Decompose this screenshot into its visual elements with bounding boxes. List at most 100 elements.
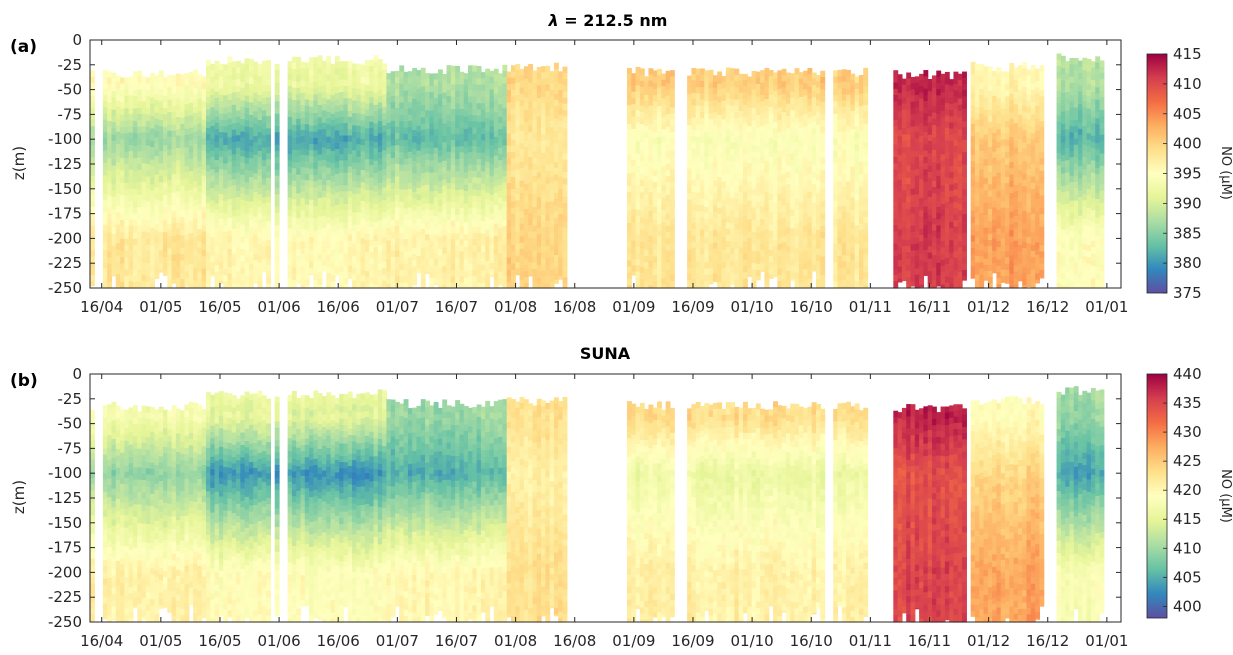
heatmap-cell bbox=[687, 137, 693, 145]
heatmap-cell bbox=[197, 111, 203, 119]
heatmap-cell bbox=[700, 186, 705, 194]
heatmap-cell bbox=[626, 254, 632, 261]
heatmap-cell bbox=[309, 174, 314, 182]
heatmap-cell bbox=[120, 151, 125, 159]
heatmap-cell bbox=[231, 179, 237, 186]
heatmap-cell bbox=[132, 251, 138, 258]
heatmap-cell bbox=[364, 208, 370, 216]
heatmap-cell bbox=[326, 211, 332, 218]
heatmap-cell bbox=[536, 283, 542, 289]
heatmap-cell bbox=[352, 94, 357, 102]
heatmap-cell bbox=[107, 114, 113, 122]
heatmap-cell bbox=[175, 197, 181, 205]
heatmap-cell bbox=[115, 212, 121, 220]
heatmap-cell bbox=[197, 247, 203, 255]
heatmap-cell bbox=[261, 116, 267, 124]
heatmap-cell bbox=[115, 113, 121, 120]
heatmap-cell bbox=[777, 219, 783, 226]
heatmap-cell bbox=[309, 94, 314, 102]
heatmap-cell bbox=[712, 124, 718, 132]
heatmap-cell bbox=[639, 161, 645, 169]
heatmap-cell bbox=[648, 124, 654, 131]
heatmap-cell bbox=[721, 249, 727, 257]
heatmap-cell bbox=[399, 152, 405, 159]
heatmap-cell bbox=[442, 80, 448, 87]
heatmap-cell bbox=[691, 191, 697, 199]
heatmap-cell bbox=[459, 208, 465, 215]
heatmap-cell bbox=[128, 163, 134, 171]
heatmap-cell bbox=[274, 212, 280, 220]
heatmap-cell bbox=[163, 114, 168, 122]
heatmap-cell bbox=[519, 279, 525, 287]
heatmap-cell bbox=[644, 187, 650, 195]
heatmap-cell bbox=[214, 166, 220, 174]
heatmap-cell bbox=[553, 87, 559, 95]
heatmap-cell bbox=[558, 164, 564, 172]
heatmap-cell bbox=[687, 94, 693, 102]
heatmap-cell bbox=[734, 74, 740, 82]
heatmap-cell bbox=[124, 275, 130, 283]
heatmap-cell bbox=[412, 173, 418, 181]
heatmap-cell bbox=[356, 100, 362, 108]
heatmap-cell bbox=[721, 94, 727, 102]
heatmap-cell bbox=[102, 69, 108, 77]
heatmap-cell bbox=[360, 163, 366, 171]
heatmap-cell bbox=[373, 278, 379, 286]
heatmap-cell bbox=[541, 159, 546, 166]
heatmap-cell bbox=[167, 74, 173, 82]
heatmap-cell bbox=[541, 264, 546, 272]
heatmap-cell bbox=[395, 89, 400, 97]
heatmap-cell bbox=[553, 149, 559, 157]
heatmap-cell bbox=[266, 208, 272, 216]
heatmap-cell bbox=[665, 76, 671, 84]
heatmap-cell bbox=[158, 120, 164, 127]
heatmap-cell bbox=[777, 126, 783, 133]
heatmap-cell bbox=[124, 213, 130, 221]
heatmap-cell bbox=[115, 82, 121, 89]
heatmap-cell bbox=[261, 141, 267, 149]
heatmap-cell bbox=[180, 173, 186, 181]
heatmap-cell bbox=[180, 154, 186, 162]
heatmap-cell bbox=[240, 100, 246, 108]
heatmap-cell bbox=[330, 256, 336, 264]
heatmap-cell bbox=[377, 96, 383, 104]
heatmap-cell bbox=[300, 160, 306, 168]
heatmap-cell bbox=[253, 179, 259, 187]
heatmap-cell bbox=[687, 119, 693, 126]
heatmap-cell bbox=[154, 149, 160, 157]
heatmap-cell bbox=[317, 55, 323, 63]
heatmap-cell bbox=[437, 118, 443, 126]
heatmap-cell bbox=[347, 154, 353, 161]
heatmap-cell bbox=[300, 191, 306, 199]
heatmap-cell bbox=[386, 79, 392, 87]
heatmap-cell bbox=[717, 214, 723, 221]
heatmap-cell bbox=[248, 127, 254, 135]
heatmap-cell bbox=[480, 90, 486, 98]
heatmap-cell bbox=[382, 175, 388, 182]
heatmap-cell bbox=[738, 216, 744, 224]
heatmap-cell bbox=[395, 244, 400, 252]
heatmap-cell bbox=[386, 222, 392, 229]
heatmap-cell bbox=[124, 176, 130, 184]
heatmap-cell bbox=[532, 244, 538, 252]
heatmap-cell bbox=[377, 133, 383, 141]
heatmap-cell bbox=[373, 179, 379, 187]
heatmap-cell bbox=[352, 243, 357, 251]
heatmap-cell bbox=[691, 222, 697, 230]
heatmap-cell bbox=[403, 177, 409, 185]
heatmap-cell bbox=[210, 212, 216, 220]
heatmap-cell bbox=[175, 160, 181, 168]
heatmap-cell bbox=[352, 193, 357, 201]
heatmap-cell bbox=[167, 167, 173, 175]
heatmap-cell bbox=[218, 256, 224, 263]
heatmap-cell bbox=[549, 263, 555, 271]
heatmap-cell bbox=[141, 107, 147, 115]
heatmap-cell bbox=[669, 169, 675, 177]
heatmap-cell bbox=[768, 76, 774, 83]
heatmap-cell bbox=[626, 179, 632, 187]
heatmap-cell bbox=[120, 83, 125, 91]
heatmap-cell bbox=[128, 237, 134, 245]
heatmap-cell bbox=[352, 181, 357, 189]
heatmap-cell bbox=[390, 282, 396, 289]
heatmap-cell bbox=[244, 101, 250, 109]
